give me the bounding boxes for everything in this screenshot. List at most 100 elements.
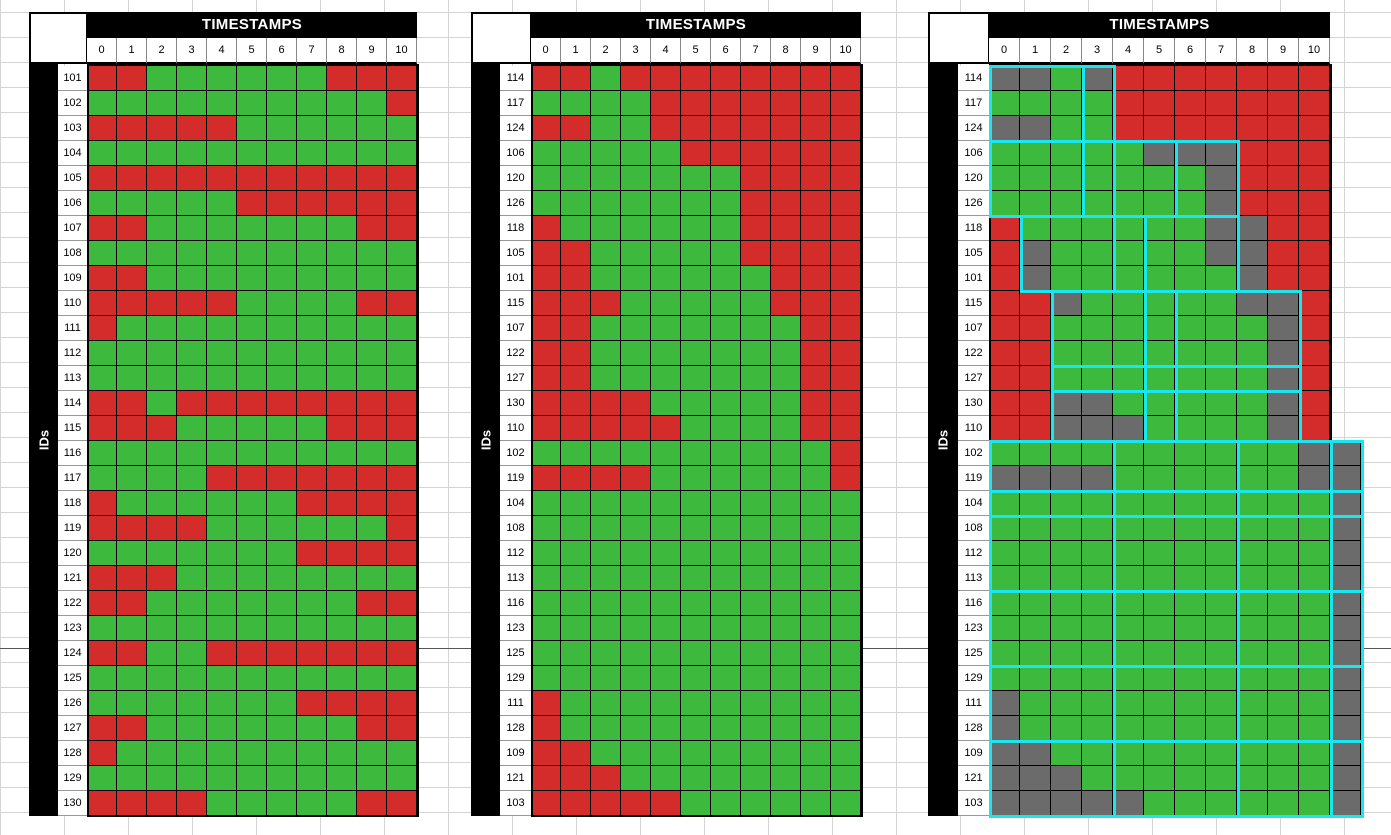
- status-cell: [207, 766, 237, 791]
- status-cell: [1237, 166, 1268, 191]
- row-id: 119: [58, 516, 87, 541]
- row-id: 107: [58, 216, 87, 241]
- status-cell: [1206, 491, 1237, 516]
- status-cell: [327, 166, 357, 191]
- status-cell: [117, 241, 147, 266]
- status-cell: [1144, 191, 1175, 216]
- status-cell: [207, 516, 237, 541]
- status-cell: [267, 516, 297, 541]
- status-cell: [531, 141, 561, 166]
- status-cell: [1082, 116, 1113, 141]
- status-cell: [1206, 316, 1237, 341]
- timestamp-label: 2: [1051, 38, 1082, 64]
- status-cell: [711, 141, 741, 166]
- status-cell: [177, 616, 207, 641]
- status-cell: [1175, 91, 1206, 116]
- row-id: 108: [58, 241, 87, 266]
- status-cell: [357, 791, 387, 816]
- status-cell: [681, 516, 711, 541]
- status-cell: [741, 791, 771, 816]
- status-cell: [117, 791, 147, 816]
- status-cell: [831, 116, 861, 141]
- status-cell: [801, 141, 831, 166]
- status-cell: [831, 191, 861, 216]
- row-id: 118: [500, 216, 531, 241]
- status-cell: [561, 541, 591, 566]
- status-cell: [1175, 716, 1206, 741]
- status-cell: [1206, 116, 1237, 141]
- status-cell: [801, 791, 831, 816]
- status-cell: [1175, 566, 1206, 591]
- status-cell: [651, 216, 681, 241]
- status-cell: [741, 366, 771, 391]
- status-cell: [651, 91, 681, 116]
- status-cell: [237, 266, 267, 291]
- status-cell: [621, 616, 651, 641]
- status-cell: [989, 116, 1020, 141]
- timestamp-label: 9: [357, 38, 387, 64]
- status-cell: [147, 516, 177, 541]
- status-cell: [87, 616, 117, 641]
- status-cell: [117, 716, 147, 741]
- status-cell: [1051, 291, 1082, 316]
- status-cell: [387, 166, 417, 191]
- status-cell: [771, 91, 801, 116]
- status-cell: [1051, 541, 1082, 566]
- status-cell: [1144, 766, 1175, 791]
- status-cell: [1020, 791, 1051, 816]
- row-id: 112: [958, 541, 989, 566]
- status-cell: [1020, 766, 1051, 791]
- status-cell: [1051, 416, 1082, 441]
- status-cell: [831, 291, 861, 316]
- status-cell: [87, 741, 117, 766]
- status-cell: [531, 291, 561, 316]
- status-cell: [1237, 716, 1268, 741]
- status-cell: [387, 66, 417, 91]
- row-id: 103: [500, 791, 531, 816]
- status-cell: [531, 66, 561, 91]
- status-cell: [989, 416, 1020, 441]
- status-cell: [1113, 641, 1144, 666]
- status-cell: [87, 191, 117, 216]
- status-cell: [207, 791, 237, 816]
- status-cell: [87, 591, 117, 616]
- status-cell: [87, 516, 117, 541]
- row-id: 104: [500, 491, 531, 516]
- row-id: 130: [58, 791, 87, 816]
- status-cell: [1020, 316, 1051, 341]
- status-cell: [1082, 141, 1113, 166]
- status-cell: [801, 616, 831, 641]
- status-cell: [989, 191, 1020, 216]
- status-cell: [1299, 116, 1330, 141]
- status-cell: [1113, 391, 1144, 416]
- status-cell: [1175, 366, 1206, 391]
- status-cell: [741, 716, 771, 741]
- status-cell: [237, 366, 267, 391]
- status-cell: [207, 191, 237, 216]
- status-cell: [1051, 741, 1082, 766]
- status-cell: [1268, 416, 1299, 441]
- row-id: 102: [958, 441, 989, 466]
- status-cell: [87, 91, 117, 116]
- status-cell: [681, 216, 711, 241]
- status-cell: [681, 116, 711, 141]
- status-cell: [741, 141, 771, 166]
- status-cell: [989, 366, 1020, 391]
- status-cell: [1113, 691, 1144, 716]
- status-cell: [207, 616, 237, 641]
- status-cell: [357, 291, 387, 316]
- status-cell: [651, 416, 681, 441]
- status-cell: [387, 91, 417, 116]
- row-id: 116: [58, 441, 87, 466]
- status-cell: [591, 366, 621, 391]
- status-cell: [591, 691, 621, 716]
- status-cell: [1206, 91, 1237, 116]
- status-cell: [651, 741, 681, 766]
- row-id: 104: [58, 141, 87, 166]
- status-cell: [651, 366, 681, 391]
- status-cell: [711, 91, 741, 116]
- status-cell: [711, 566, 741, 591]
- status-cell: [1237, 391, 1268, 416]
- status-cell: [989, 166, 1020, 191]
- timestamps-header: TIMESTAMPS: [87, 12, 417, 38]
